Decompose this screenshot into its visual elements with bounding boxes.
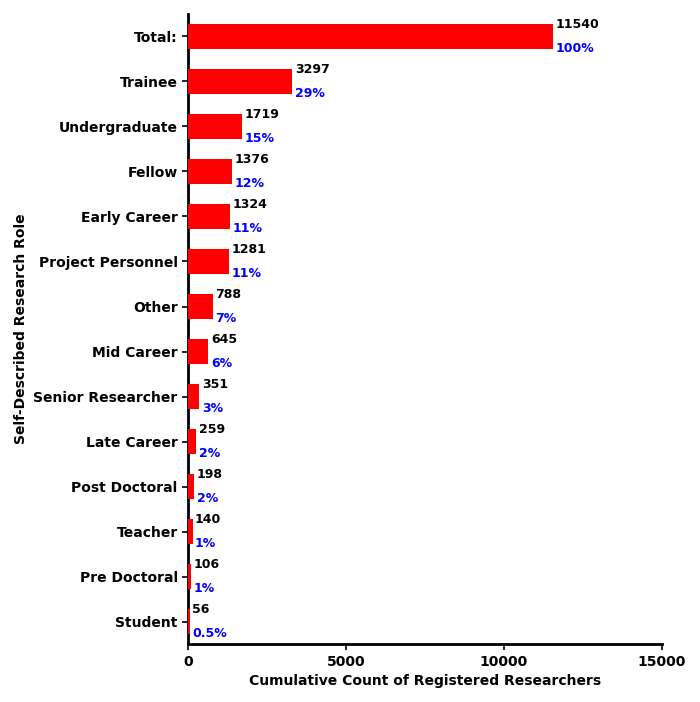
Bar <box>188 159 232 184</box>
Bar <box>188 69 293 94</box>
Bar <box>188 114 242 139</box>
Bar <box>188 24 552 48</box>
Y-axis label: Self-Described Research Role: Self-Described Research Role <box>14 213 28 444</box>
Bar <box>188 294 213 319</box>
Text: 11%: 11% <box>232 223 262 235</box>
Bar <box>188 429 196 454</box>
Text: 1719: 1719 <box>245 107 280 121</box>
Text: 1%: 1% <box>194 583 215 595</box>
Text: 259: 259 <box>199 423 225 436</box>
Text: 645: 645 <box>211 333 237 345</box>
Text: 0.5%: 0.5% <box>193 628 228 640</box>
Text: 29%: 29% <box>295 87 325 100</box>
Text: 56: 56 <box>193 603 210 616</box>
Text: 1%: 1% <box>195 538 216 550</box>
Text: 12%: 12% <box>234 178 264 190</box>
Text: 2%: 2% <box>199 447 220 461</box>
Bar <box>188 564 192 589</box>
Text: 6%: 6% <box>211 357 232 371</box>
Text: 11540: 11540 <box>555 18 599 31</box>
Bar <box>188 339 209 364</box>
Bar <box>188 474 195 499</box>
Text: 198: 198 <box>197 468 223 481</box>
Text: 351: 351 <box>202 378 228 391</box>
Text: 15%: 15% <box>245 132 275 145</box>
Text: 100%: 100% <box>555 42 594 55</box>
Text: 1376: 1376 <box>234 152 269 166</box>
Bar <box>188 609 190 634</box>
Bar <box>188 519 193 544</box>
Bar <box>188 204 230 229</box>
Bar <box>188 249 229 274</box>
Text: 7%: 7% <box>216 312 237 325</box>
Bar <box>188 384 199 409</box>
Text: 106: 106 <box>194 558 220 571</box>
Text: 140: 140 <box>195 512 221 526</box>
Text: 3%: 3% <box>202 402 223 416</box>
Text: 788: 788 <box>216 288 241 300</box>
Text: 1281: 1281 <box>231 243 266 256</box>
Text: 1324: 1324 <box>232 198 267 211</box>
X-axis label: Cumulative Count of Registered Researchers: Cumulative Count of Registered Researche… <box>249 674 601 688</box>
Text: 11%: 11% <box>231 267 261 280</box>
Text: 2%: 2% <box>197 492 218 505</box>
Text: 3297: 3297 <box>295 62 330 76</box>
